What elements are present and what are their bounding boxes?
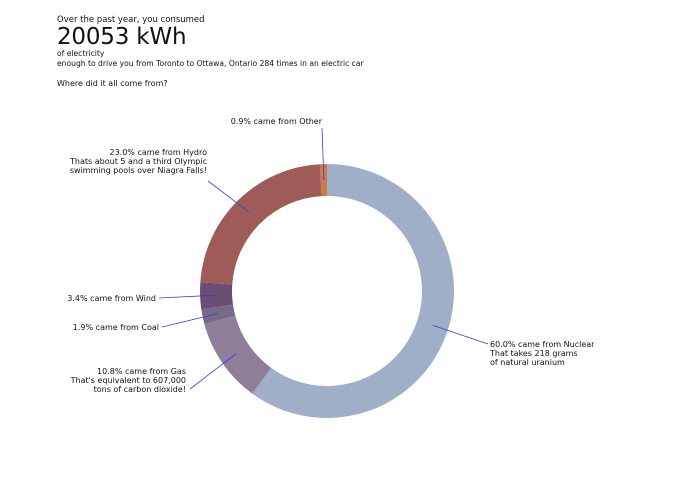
leader-line-gas [189, 353, 236, 390]
slice-label-wind: 3.4% came from Wind [67, 294, 156, 303]
slice-label-other: 0.9% came from Other [231, 117, 323, 126]
donut-slice-wind [200, 282, 233, 310]
slice-label-hydro: 23.0% came from Hydro Thats about 5 and a… [69, 148, 207, 175]
intro-text: Over the past year, you consumed [57, 15, 205, 25]
summary-header: Over the past year, you consumed 20053 k… [57, 15, 364, 88]
leader-line-hydro [207, 180, 250, 213]
unit-note: of electricity [57, 49, 105, 58]
slice-label-gas: 10.8% came from Gas That's equivalent to … [70, 367, 186, 394]
donut-slice-hydro [200, 164, 322, 285]
leader-line-coal [161, 313, 219, 328]
total-consumption: 20053 kWh [57, 24, 187, 50]
leader-line-nuclear [432, 324, 489, 345]
slice-label-nuclear: 60.0% came from Nuclear That takes 218 gr… [489, 340, 595, 367]
source-question: Where did it all come from? [57, 79, 168, 88]
donut-slice-other [319, 164, 327, 197]
slice-label-coal: 1.9% came from Coal [73, 323, 159, 332]
comparison-text: enough to drive you from Toronto to Otta… [57, 58, 364, 68]
donut-slice-nuclear [252, 164, 455, 419]
donut-slice-gas [204, 315, 272, 394]
donut-slice-coal [201, 304, 236, 325]
leader-line-other [321, 127, 325, 181]
leader-line-wind [158, 294, 217, 299]
